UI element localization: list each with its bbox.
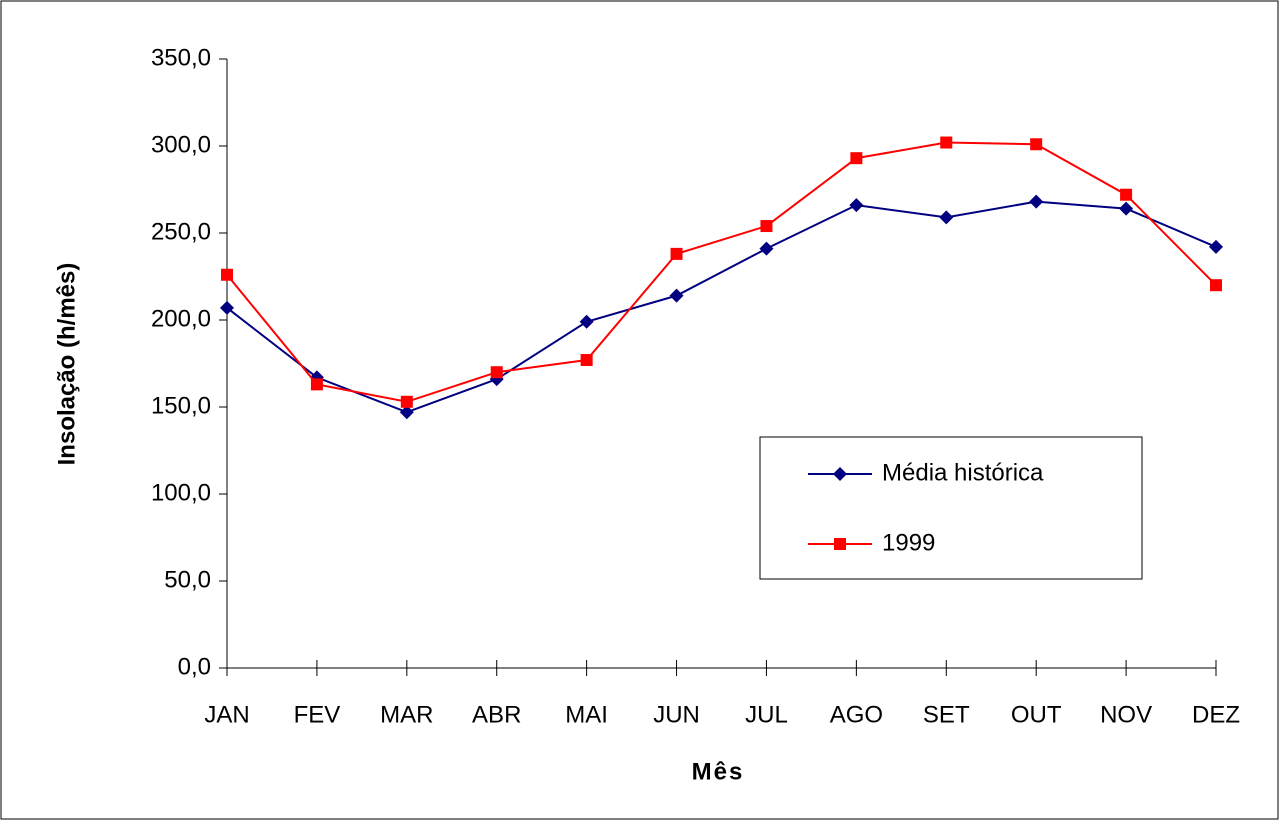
- x-tick-label: ABR: [472, 701, 521, 728]
- x-tick-label: JAN: [204, 701, 249, 728]
- y-tick-label: 50,0: [164, 566, 211, 593]
- marker: [1209, 239, 1223, 254]
- marker: [849, 198, 864, 213]
- legend-label: 1999: [882, 529, 935, 556]
- x-tick-label: JUN: [653, 701, 700, 728]
- x-tick-label: MAI: [565, 701, 608, 728]
- x-tick-label: AGO: [830, 701, 883, 728]
- series-line: [226, 141, 1217, 403]
- x-tick-label: NOV: [1100, 701, 1152, 728]
- marker: [399, 405, 414, 420]
- y-tick-label: 0,0: [178, 653, 211, 680]
- marker: [759, 241, 774, 256]
- x-tick-label: MAR: [380, 701, 433, 728]
- marker: [940, 136, 953, 149]
- marker: [580, 354, 593, 367]
- y-tick-label: 300,0: [151, 131, 211, 158]
- legend-box: [759, 436, 1143, 580]
- marker: [310, 378, 323, 391]
- marker: [834, 538, 846, 550]
- marker: [1029, 194, 1044, 209]
- x-tick-label: DEZ: [1192, 701, 1240, 728]
- marker: [490, 366, 503, 379]
- marker: [579, 314, 594, 329]
- marker: [760, 220, 773, 233]
- y-tick-label: 100,0: [151, 479, 211, 506]
- y-tick-label: 200,0: [151, 305, 211, 332]
- marker: [1119, 201, 1134, 216]
- marker: [400, 395, 413, 408]
- y-tick-label: 250,0: [151, 218, 211, 245]
- y-axis-title: Insolação (h/mês): [53, 263, 80, 466]
- marker: [670, 247, 683, 260]
- x-tick-label: OUT: [1011, 701, 1062, 728]
- series-line: [226, 200, 1217, 414]
- y-tick-label: 150,0: [151, 392, 211, 419]
- marker: [850, 152, 863, 165]
- marker: [939, 210, 954, 225]
- marker: [1120, 188, 1133, 201]
- x-tick-label: JUL: [745, 701, 788, 728]
- marker: [1210, 279, 1222, 292]
- marker: [1030, 138, 1043, 151]
- legend-label: Média histórica: [882, 459, 1044, 486]
- x-axis-title: Mês: [692, 758, 745, 785]
- x-tick-label: FEV: [294, 701, 341, 728]
- x-tick-label: SET: [923, 701, 970, 728]
- y-tick-label: 350,0: [151, 44, 211, 71]
- marker: [221, 268, 233, 281]
- marker: [669, 288, 684, 303]
- marker: [220, 300, 234, 315]
- marker: [833, 467, 847, 481]
